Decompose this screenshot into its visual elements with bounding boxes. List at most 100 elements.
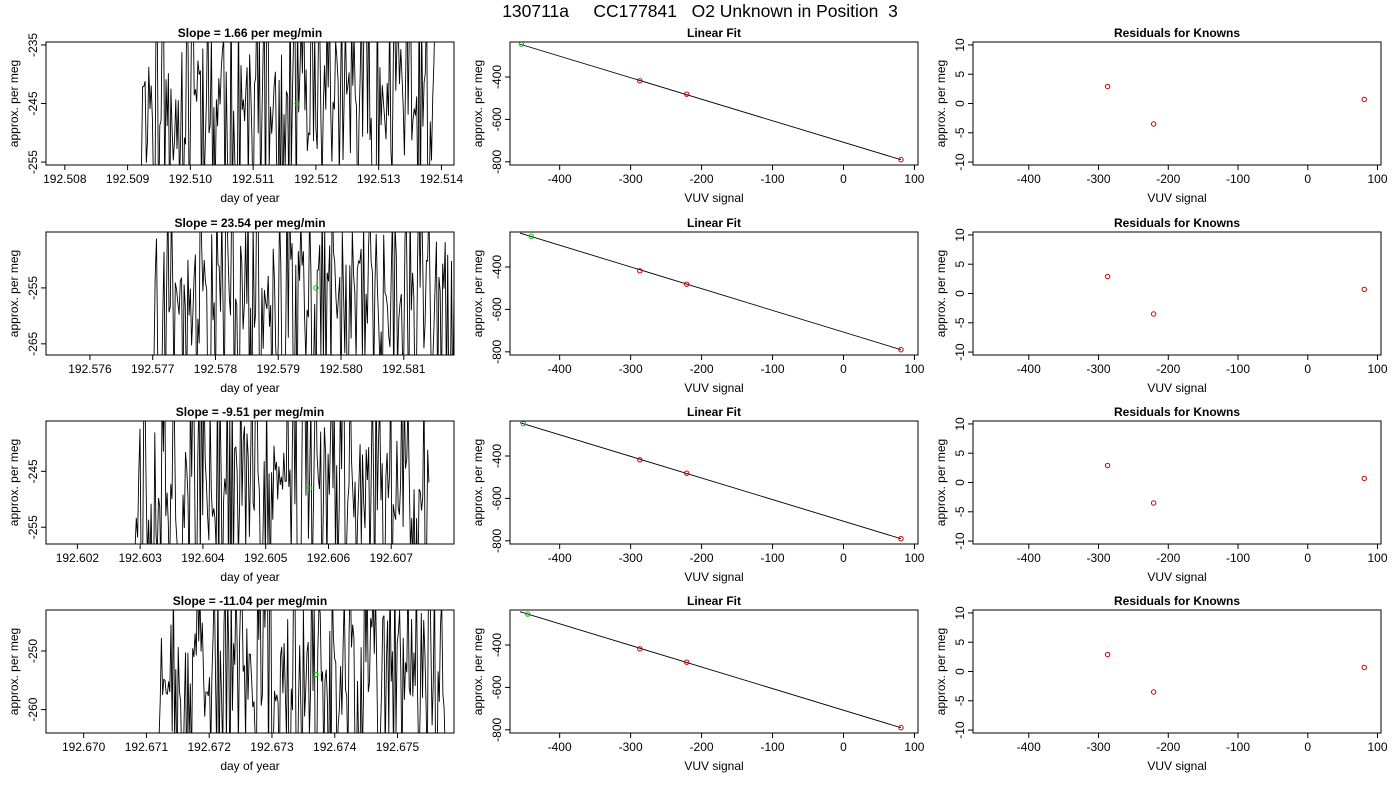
plot-area — [134, 421, 430, 544]
x-tick-label: 192.511 — [232, 172, 275, 186]
residual-point — [1361, 664, 1367, 671]
plot-title: Linear Fit — [687, 594, 741, 608]
plot-title: Slope = -11.04 per meg/min — [173, 594, 327, 608]
plot-title: Linear Fit — [687, 26, 741, 40]
known-point — [637, 78, 643, 84]
x-tick-label: -400 — [548, 551, 572, 565]
x-tick-label: -100 — [761, 551, 785, 565]
panel-row4-resid: Residuals for Knowns-400 -300 -200 -100 0 100… — [934, 594, 1388, 773]
y-tick-label: -5 — [953, 127, 967, 138]
x-tick-label: -300 — [1087, 362, 1111, 376]
fit-line — [519, 43, 902, 161]
plot-area — [1104, 83, 1367, 127]
plot-area — [158, 610, 446, 733]
y-axis-label: approx. per meg — [471, 250, 485, 337]
y-tick-label: 5 — [953, 261, 967, 268]
known-point — [898, 156, 904, 163]
y-axis-label: approx. per meg — [471, 628, 485, 715]
y-tick-label: -235 — [26, 33, 40, 57]
y-axis-label: approx. per meg — [934, 60, 948, 147]
y-tick-label: -800 — [490, 149, 504, 173]
y-tick-label: -600 — [490, 297, 504, 321]
y-tick-label: -400 — [490, 444, 504, 468]
x-axis-label: VUV signal — [1147, 191, 1206, 205]
panel-row4-time: Slope = -11.04 per meg/min 192.670 192.671… — [7, 594, 455, 773]
x-tick-label: 0 — [840, 362, 847, 376]
plot-frame — [972, 609, 1382, 734]
x-tick-label: -100 — [761, 172, 785, 186]
unknown-point — [294, 100, 300, 107]
x-tick-label: -100 — [1226, 172, 1250, 186]
panel-row2-fit: Linear Fit -400 -300 -200 -100 0 100 -400 -600 -8… — [471, 216, 925, 395]
x-tick-label: -200 — [690, 740, 714, 754]
y-axis-label: approx. per meg — [7, 60, 21, 147]
plot-frame — [509, 420, 919, 545]
panel-row3-fit: Linear Fit -400 -300 -200 -100 0 100 -400 -600 -8… — [471, 405, 925, 584]
x-tick-label: -200 — [1156, 740, 1180, 754]
x-tick-label: 192.514 — [420, 172, 464, 186]
x-tick-label: 192.581 — [382, 362, 426, 376]
x-tick-label: -300 — [1087, 172, 1111, 186]
y-axis-label: approx. per meg — [471, 439, 485, 526]
residual-point — [1361, 475, 1367, 482]
x-tick-label: -400 — [548, 172, 572, 186]
plot-title: Residuals for Knowns — [1114, 216, 1240, 230]
x-tick-label: -300 — [1087, 740, 1111, 754]
plot-area — [519, 232, 904, 353]
x-tick-label: 0 — [840, 551, 847, 565]
residual-point — [1104, 83, 1111, 90]
known-point — [637, 646, 643, 652]
x-axis-label: VUV signal — [1147, 381, 1206, 395]
known-point — [683, 470, 690, 476]
y-tick-label: -600 — [490, 107, 504, 131]
plot-frame — [972, 231, 1382, 356]
x-tick-label: -300 — [619, 362, 643, 376]
unknown-point — [518, 42, 525, 47]
residual-point — [1361, 96, 1367, 103]
x-tick-label: 192.576 — [68, 362, 112, 376]
y-tick-label: -400 — [490, 255, 504, 279]
y-tick-label: -800 — [490, 528, 504, 552]
panel-row1-resid: Residuals for Knowns-400 -300 -200 -100 0 100… — [934, 26, 1388, 205]
residual-point — [1104, 651, 1111, 658]
x-tick-label: 192.509 — [106, 172, 150, 186]
y-tick-label: -250 — [26, 639, 40, 663]
x-tick-label: 192.671 — [125, 740, 169, 754]
x-tick-label: 100 — [904, 740, 924, 754]
unknown-point — [313, 285, 319, 291]
x-tick-label: 192.607 — [370, 551, 414, 565]
x-tick-label: 0 — [1304, 172, 1311, 186]
y-axis-label: approx. per meg — [7, 628, 21, 715]
x-tick-label: 192.606 — [307, 551, 351, 565]
panel-row1-time: Slope = 1.66 per meg/min 192.508 192.509 19… — [7, 26, 464, 205]
y-tick-label: -10 — [953, 153, 967, 171]
x-tick-label: 0 — [1304, 740, 1311, 754]
y-tick-label: -10 — [953, 532, 967, 550]
residual-point — [1150, 500, 1157, 506]
plot-title: Slope = 1.66 per meg/min — [178, 26, 322, 40]
y-tick-label: -800 — [490, 339, 504, 363]
plot-title: Residuals for Knowns — [1114, 594, 1240, 608]
x-tick-label: 192.604 — [181, 551, 225, 565]
x-tick-label: -300 — [1087, 551, 1111, 565]
x-tick-label: -400 — [1017, 172, 1041, 186]
y-tick-label: -260 — [26, 697, 40, 721]
x-tick-label: -100 — [1226, 740, 1250, 754]
y-tick-label: 10 — [953, 228, 967, 242]
plot-frame — [972, 420, 1382, 545]
y-tick-label: 0 — [953, 100, 967, 107]
plot-frame — [509, 231, 919, 356]
plot-area — [153, 232, 454, 355]
x-tick-label: -100 — [1226, 362, 1250, 376]
x-tick-label: 100 — [1367, 740, 1387, 754]
unknown-point — [528, 233, 534, 239]
y-tick-label: 0 — [953, 290, 967, 297]
plot-frame — [509, 41, 919, 166]
x-tick-label: -400 — [1017, 551, 1041, 565]
panel-row3-time: Slope = -9.51 per meg/min 192.602 192.603 1… — [7, 405, 455, 584]
unknown-point — [313, 671, 319, 678]
known-point — [683, 659, 690, 665]
x-tick-label: 192.580 — [319, 362, 363, 376]
x-tick-label: -200 — [690, 551, 714, 565]
y-tick-label: -10 — [953, 343, 967, 361]
